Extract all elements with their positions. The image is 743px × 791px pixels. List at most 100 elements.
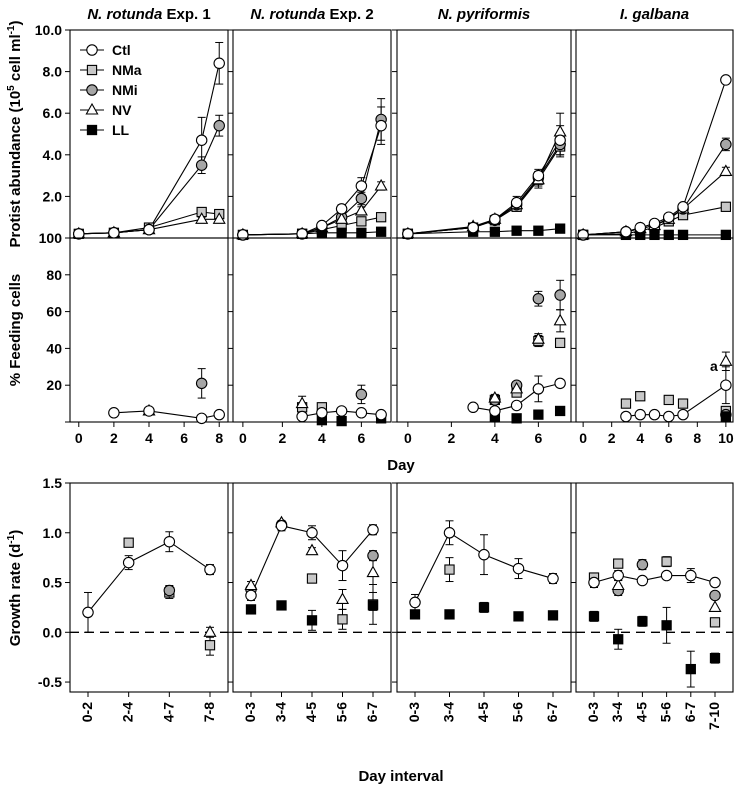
data-point-ctl bbox=[409, 596, 421, 609]
data-point-ll bbox=[375, 226, 387, 237]
legend-item-ctl: Ctl bbox=[80, 42, 131, 58]
data-point-nma bbox=[613, 558, 624, 569]
data-point-ctl bbox=[660, 569, 673, 582]
data-point-ll bbox=[663, 229, 674, 241]
x-tick-label: 4 bbox=[491, 430, 499, 446]
data-point-nv bbox=[203, 625, 217, 637]
panel-frame bbox=[232, 482, 392, 693]
legend-item-nv: NV bbox=[80, 102, 132, 118]
data-point-ll bbox=[511, 413, 522, 424]
panel-title: N. pyriformis bbox=[438, 6, 531, 23]
x-tick-label: 5-6 bbox=[658, 702, 674, 722]
data-point-ctl bbox=[296, 410, 308, 423]
data-point-ll bbox=[613, 634, 624, 645]
panel-r1-c1: 2.0 4.0 6.0 8.0 10.0 bbox=[35, 22, 229, 240]
data-point-ll bbox=[489, 226, 501, 237]
panel-title: I. galbana bbox=[620, 6, 689, 23]
data-point-ll bbox=[720, 411, 732, 422]
data-point-ctl bbox=[367, 524, 379, 536]
data-point-ctl bbox=[204, 563, 216, 576]
data-point-ctl bbox=[554, 377, 566, 390]
data-point-nma bbox=[663, 394, 674, 406]
panel-title: N. rotunda Exp. 2 bbox=[250, 6, 373, 23]
x-tick-label: 0-3 bbox=[242, 702, 258, 722]
data-point-ctl bbox=[73, 228, 85, 240]
panel-titles: N. rotunda Exp. 1 N. rotunda Exp. 2 N. pyr… bbox=[87, 6, 689, 23]
interval-axis-label: Day interval bbox=[358, 768, 443, 785]
x-tick-label: 7-10 bbox=[706, 702, 722, 730]
x-tick-label: 3-4 bbox=[273, 702, 289, 722]
data-point-ctl bbox=[547, 572, 559, 585]
panel-r2-c4: 0 2 4 6 8 10 a bbox=[571, 237, 734, 446]
data-point-nma bbox=[720, 201, 732, 212]
data-point-nma bbox=[709, 617, 721, 628]
data-point-ctl bbox=[355, 407, 368, 419]
data-point-ctl bbox=[355, 180, 368, 192]
panel-r1-c4 bbox=[571, 29, 734, 241]
x-tick-label: 8 bbox=[693, 430, 701, 446]
data-point-ll bbox=[336, 415, 347, 427]
panel-r2-c3: 0 2 4 6 bbox=[392, 237, 572, 446]
x-tick-label: 6 bbox=[180, 430, 188, 446]
panel-r3-c2: 0-3 3-4 4-5 5-6 6-7 bbox=[228, 482, 392, 722]
data-point-ctl bbox=[489, 213, 501, 226]
data-point-ctl bbox=[532, 169, 545, 182]
panel-r3-c1: -0.5 0.0 0.5 1.0 1.5 0-2 2-4 4-7 7-8 bbox=[38, 475, 229, 722]
x-tick-label: 0-3 bbox=[406, 702, 422, 722]
data-point-nmi bbox=[195, 159, 208, 171]
data-point-nma bbox=[635, 391, 646, 402]
data-point-ll bbox=[720, 229, 732, 241]
data-point-nv bbox=[510, 381, 524, 394]
x-tick-label: 6 bbox=[534, 430, 542, 446]
data-point-ctl bbox=[467, 401, 479, 414]
data-point-nv bbox=[531, 332, 545, 344]
panel-r3-c4: 0-3 3-4 4-5 5-6 6-7 7-10 bbox=[571, 482, 734, 730]
data-point-nma bbox=[204, 640, 216, 651]
data-point-nmi bbox=[709, 589, 721, 602]
x-tick-label: 4 bbox=[318, 430, 326, 446]
y-tick-label: 0.5 bbox=[43, 575, 63, 591]
data-point-ctl bbox=[195, 134, 208, 146]
data-point-ctl bbox=[195, 412, 208, 425]
label-part: Protist abundance (10 bbox=[7, 91, 24, 248]
data-point-ll bbox=[245, 604, 257, 615]
data-point-ctl bbox=[677, 408, 689, 421]
data-point-ctl bbox=[316, 407, 328, 419]
data-point-ll bbox=[547, 610, 559, 621]
x-tick-label: 4-7 bbox=[160, 702, 176, 722]
data-point-nv bbox=[553, 124, 567, 137]
panel-frame bbox=[232, 29, 392, 239]
data-point-ll bbox=[533, 409, 544, 420]
data-point-ll bbox=[709, 653, 721, 664]
panel-title: N. rotunda Exp. 1 bbox=[87, 6, 210, 23]
data-point-ctl bbox=[163, 535, 176, 548]
label-part: -1 bbox=[6, 25, 17, 34]
data-point-ctl bbox=[296, 228, 308, 240]
panel-title-exp: Exp. 1 bbox=[162, 6, 210, 23]
series-line-nmi bbox=[407, 144, 561, 235]
data-point-ctl bbox=[636, 574, 649, 587]
x-tick-label: 6-7 bbox=[682, 702, 698, 722]
data-point-ll bbox=[276, 600, 287, 611]
data-point-ctl bbox=[720, 379, 732, 391]
data-point-ctl bbox=[316, 219, 328, 232]
legend-label: NMi bbox=[112, 82, 138, 98]
data-point-ctl bbox=[82, 606, 94, 619]
legend-label: Ctl bbox=[112, 42, 131, 58]
y-tick-label: 2.0 bbox=[43, 188, 63, 204]
panel-r3-c3: 0-3 3-4 4-5 5-6 6-7 bbox=[392, 482, 572, 722]
data-point-ll bbox=[409, 609, 421, 620]
legend-item-nma: NMa bbox=[80, 62, 142, 78]
x-tick-label: 0 bbox=[239, 430, 247, 446]
data-point-nma bbox=[554, 337, 566, 349]
legend-marker bbox=[86, 44, 98, 56]
x-tick-label: 2 bbox=[447, 430, 455, 446]
data-point-ctl bbox=[275, 520, 288, 532]
x-tick-label: 6-7 bbox=[364, 702, 380, 722]
y-tick-label: 8.0 bbox=[43, 64, 63, 80]
series-line-ctl bbox=[113, 410, 220, 419]
data-point-ctl bbox=[648, 408, 661, 421]
panel-frame bbox=[396, 237, 572, 423]
abundance-y-label: Protist abundance (105 cell ml-1) bbox=[6, 20, 24, 247]
panel-frame bbox=[575, 482, 734, 693]
